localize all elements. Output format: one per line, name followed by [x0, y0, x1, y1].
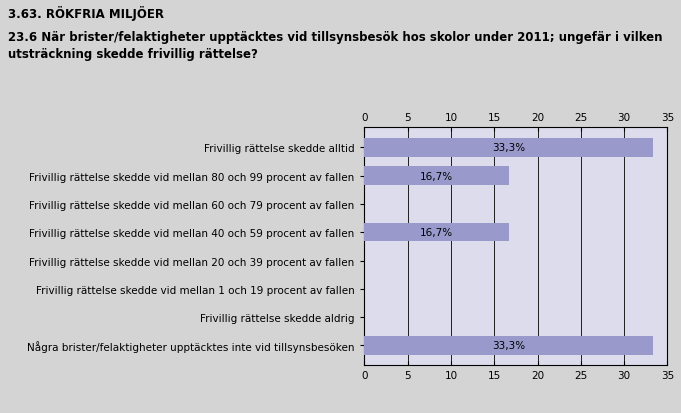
Text: 23.6 När brister/felaktigheter upptäcktes vid tillsynsbesök hos skolor under 201: 23.6 När brister/felaktigheter upptäckte… [8, 31, 663, 61]
Text: 3.63. RÖKFRIA MILJÖER: 3.63. RÖKFRIA MILJÖER [8, 6, 164, 21]
Text: 33,3%: 33,3% [492, 143, 525, 153]
Bar [364, 336, 652, 355]
Text: 33,3%: 33,3% [492, 341, 525, 351]
Bar [364, 223, 509, 242]
Bar [364, 139, 652, 157]
Text: 16,7%: 16,7% [420, 171, 453, 181]
Bar [364, 167, 509, 185]
Text: 16,7%: 16,7% [420, 228, 453, 237]
